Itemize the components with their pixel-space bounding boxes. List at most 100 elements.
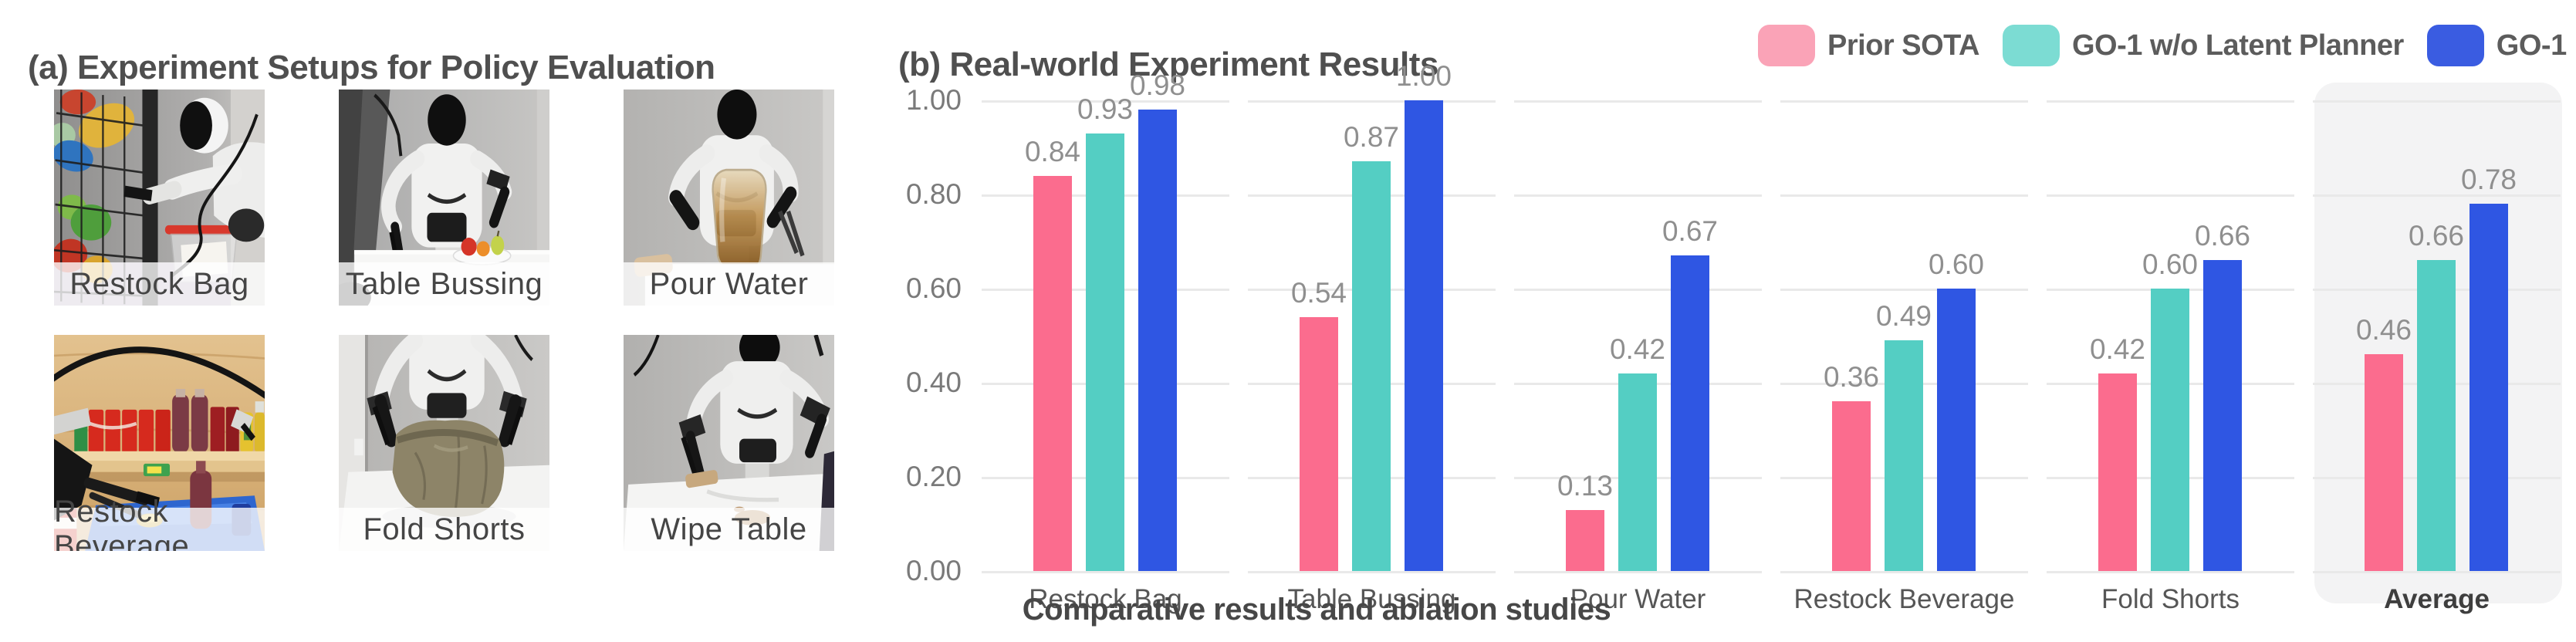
bar-go-1-w-o-latent-planner-restock-bag	[1086, 133, 1124, 571]
bar-prior-sota-pour-water	[1566, 509, 1604, 571]
gridline	[2313, 100, 2561, 103]
gridline	[2047, 194, 2294, 197]
bar-value-label: 0.98	[1129, 69, 1185, 102]
bar-go-1-restock-beverage	[1937, 289, 1976, 571]
photo-label: Restock Beverage	[54, 495, 265, 551]
photo-label-text: Restock Bag	[69, 266, 249, 301]
bar-value-label: 0.60	[2142, 248, 2198, 280]
bar-go-1-w-o-latent-planner-average	[2417, 260, 2456, 571]
gridline	[1780, 571, 2028, 573]
y-axis-tick: 0.20	[905, 461, 962, 492]
figure-caption: Comparative results and ablation studies	[1022, 593, 1611, 627]
bar-value-label: 0.46	[2355, 314, 2412, 346]
bar-go-1-fold-shorts	[2203, 260, 2242, 571]
y-axis-tick: 0.00	[905, 555, 962, 586]
gridline	[982, 571, 1229, 573]
gridline	[1780, 289, 2028, 291]
gridline	[1514, 100, 1762, 103]
setup-photo-restock-bag: Restock Bag	[54, 90, 265, 306]
photo-label: Wipe Table	[624, 508, 834, 551]
bar-prior-sota-fold-shorts	[2098, 373, 2137, 571]
bar-value-label: 0.42	[2089, 333, 2145, 365]
photo-label-text: Restock Beverage	[54, 495, 190, 551]
gridline	[1248, 100, 1496, 103]
plot-area: 0.84 0.93 0.98 Restock Bag 0.54 0.87 1.00 Table…	[972, 60, 2570, 617]
photo-label: Pour Water	[624, 262, 834, 306]
setup-photo-fold-shorts: Fold Shorts	[339, 335, 549, 551]
x-axis-category-label: Restock Bag	[1029, 584, 1182, 614]
legend-label: GO-1 w/o Latent Planner	[2072, 29, 2404, 62]
bar-go-1-average	[2470, 204, 2508, 571]
y-axis: 1.00 0.80 0.60 0.40 0.20 0.00	[895, 73, 962, 617]
gridline	[1514, 194, 1762, 197]
legend-item-go1: GO-1	[2426, 25, 2567, 66]
bar-value-label: 0.66	[2408, 220, 2464, 252]
x-axis-category-label: Pour Water	[1570, 584, 1706, 614]
photo-label-text: Table Bussing	[345, 266, 543, 301]
y-axis-tick: 0.40	[905, 367, 962, 398]
bar-go-1-w-o-latent-planner-restock-beverage	[1885, 340, 1923, 571]
bar-value-label: 0.66	[2194, 220, 2250, 252]
bar-value-label: 0.78	[2460, 164, 2517, 196]
x-axis-category-label: Average	[2384, 584, 2490, 614]
bar-go-1-w-o-latent-planner-pour-water	[1618, 373, 1657, 571]
panel-b-title: (b) Real-world Experiment Results	[898, 45, 1438, 83]
bar-value-label: 0.54	[1290, 276, 1347, 309]
bar-prior-sota-average	[2365, 354, 2403, 571]
gridline	[1514, 289, 1762, 291]
x-axis-category-label: Fold Shorts	[2101, 584, 2240, 614]
bar-go-1-restock-bag	[1138, 110, 1177, 571]
experiment-setup-photo-grid: Restock Bag	[23, 77, 865, 563]
bar-value-label: 0.49	[1875, 300, 1932, 333]
chart-group-table-bussing: 0.54 0.87 1.00 Table Bussing	[1239, 60, 1505, 617]
legend-item-go1-wo-latent-planner: GO-1 w/o Latent Planner	[2003, 25, 2404, 66]
gridline	[1248, 571, 1496, 573]
x-axis-category-label: Restock Beverage	[1793, 584, 2015, 614]
gridline	[2047, 100, 2294, 103]
gridline	[1514, 571, 1762, 573]
setup-photo-wipe-table: Wipe Table	[624, 335, 834, 551]
bar-go-1-pour-water	[1671, 255, 1709, 571]
legend-swatch-go1	[2426, 25, 2484, 66]
legend-swatch-go1-wo-latent-planner	[2003, 25, 2060, 66]
bar-go-1-w-o-latent-planner-fold-shorts	[2151, 289, 2189, 571]
gridline	[982, 100, 1229, 103]
legend-item-prior-sota: Prior SOTA	[1758, 25, 1980, 66]
photo-label-text: Wipe Table	[651, 512, 807, 546]
x-axis-category-label: Table Bussing	[1287, 584, 1456, 614]
bar-prior-sota-restock-beverage	[1832, 401, 1871, 571]
gridline	[2313, 194, 2561, 197]
gridline	[2047, 571, 2294, 573]
photo-label: Table Bussing	[339, 262, 549, 306]
bar-value-label: 0.13	[1557, 469, 1613, 502]
bar-value-label: 0.42	[1609, 333, 1665, 365]
photo-label: Restock Bag	[54, 262, 265, 306]
legend-label: Prior SOTA	[1827, 29, 1980, 62]
chart-group-restock-bag: 0.84 0.93 0.98 Restock Bag	[972, 69, 1239, 617]
bar-value-label: 1.00	[1395, 60, 1452, 92]
bar-go-1-table-bussing	[1405, 100, 1443, 571]
bar-value-label: 0.93	[1077, 93, 1133, 125]
bar-value-label: 0.60	[1928, 248, 1984, 280]
chart-group-fold-shorts: 0.42 0.60 0.66 Fold Shorts	[2037, 73, 2304, 617]
photo-label: Fold Shorts	[339, 508, 549, 551]
gridline	[1780, 100, 2028, 103]
chart-group-pour-water: 0.13 0.42 0.67 Pour Water	[1505, 73, 1771, 617]
y-axis-tick: 0.80	[905, 178, 962, 210]
chart-group-average: 0.46 0.66 0.78 Average	[2304, 73, 2570, 617]
bar-value-label: 0.36	[1823, 361, 1879, 394]
setup-photo-pour-water: Pour Water	[624, 90, 834, 306]
chart-legend: Prior SOTA GO-1 w/o Latent Planner GO-1	[1758, 23, 2567, 68]
gridline	[2313, 571, 2561, 573]
bar-go-1-w-o-latent-planner-table-bussing	[1352, 161, 1391, 571]
y-axis-tick: 0.60	[905, 272, 962, 304]
setup-photo-restock-beverage: Restock Beverage	[54, 335, 265, 551]
photo-label-text: Pour Water	[649, 266, 809, 301]
legend-label: GO-1	[2496, 29, 2567, 62]
grouped-bar-chart: 1.00 0.80 0.60 0.40 0.20 0.00 0.84 0.93 0.98 Res…	[895, 60, 2576, 617]
bar-value-label: 0.84	[1024, 135, 1080, 167]
panel-a-title: (a) Experiment Setups for Policy Evaluat…	[28, 48, 715, 86]
bar-prior-sota-restock-bag	[1033, 175, 1072, 571]
bar-prior-sota-table-bussing	[1300, 316, 1338, 571]
